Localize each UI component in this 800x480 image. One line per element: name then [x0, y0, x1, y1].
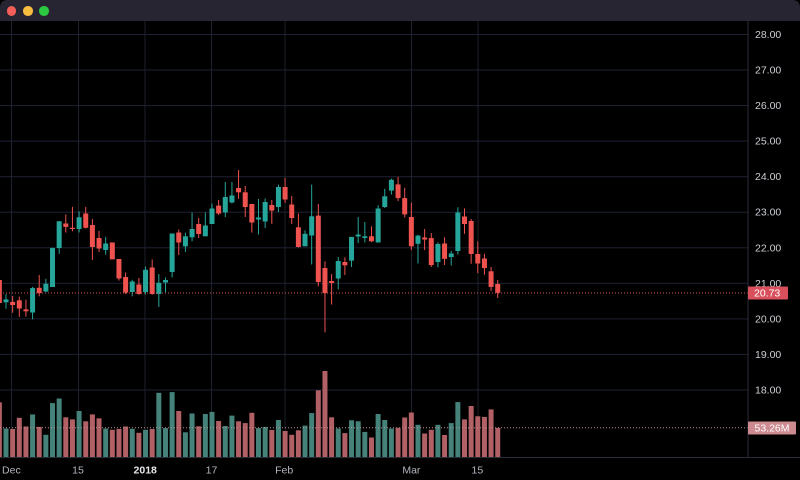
svg-text:17: 17 [206, 465, 218, 477]
svg-text:26.00: 26.00 [755, 100, 781, 112]
svg-text:27.00: 27.00 [755, 65, 781, 77]
svg-text:18.00: 18.00 [755, 385, 781, 397]
svg-text:Mar: Mar [402, 465, 421, 477]
svg-text:19.00: 19.00 [755, 349, 781, 361]
svg-text:2018: 2018 [134, 465, 158, 477]
svg-text:15: 15 [472, 465, 484, 477]
svg-text:15: 15 [72, 465, 84, 477]
svg-text:53.26M: 53.26M [755, 423, 790, 435]
svg-text:22.00: 22.00 [755, 242, 781, 254]
svg-text:23.00: 23.00 [755, 207, 781, 219]
svg-text:20.00: 20.00 [755, 313, 781, 325]
svg-text:28.00: 28.00 [755, 29, 781, 41]
svg-text:Feb: Feb [275, 465, 293, 477]
svg-text:20.73: 20.73 [754, 288, 780, 300]
svg-text:Dec: Dec [2, 465, 21, 477]
svg-text:25.00: 25.00 [755, 136, 781, 148]
svg-text:24.00: 24.00 [755, 171, 781, 183]
